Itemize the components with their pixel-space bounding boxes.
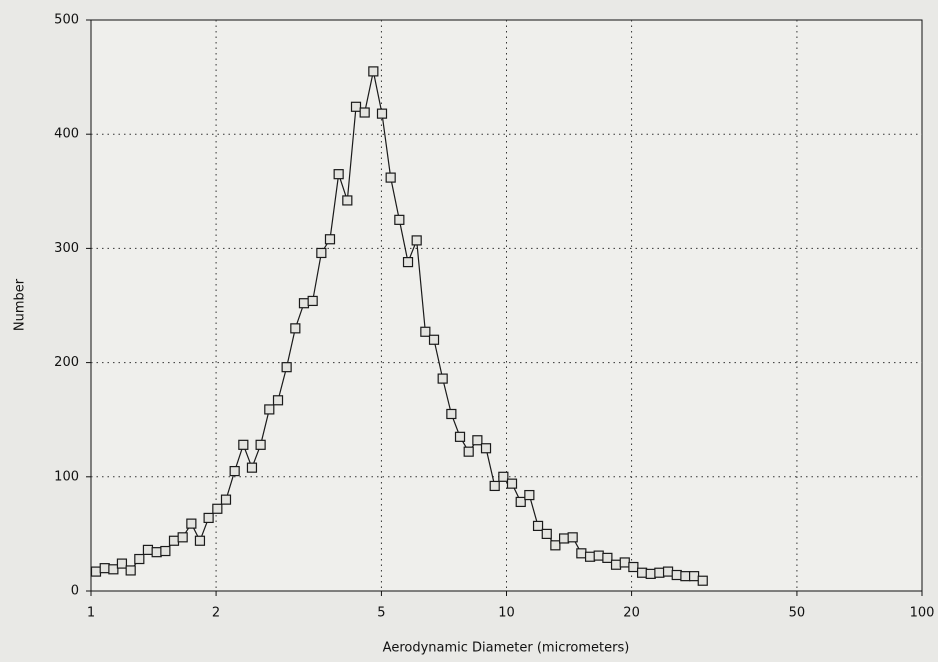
- y-tick-label: 400: [54, 127, 79, 142]
- marker: [584, 551, 596, 562]
- marker: [402, 257, 414, 268]
- x-tick-label: 50: [789, 606, 806, 621]
- marker: [636, 567, 648, 578]
- marker: [168, 535, 180, 546]
- marker: [134, 553, 145, 565]
- marker: [558, 533, 570, 544]
- x-tick-label: 1: [87, 606, 95, 621]
- marker: [385, 172, 396, 183]
- y-tick-label: 300: [54, 241, 79, 256]
- x-tick-label: 5: [377, 606, 385, 621]
- marker: [116, 558, 128, 569]
- marker: [593, 550, 604, 561]
- marker: [376, 108, 388, 119]
- marker: [298, 298, 310, 309]
- marker: [697, 575, 708, 586]
- marker: [90, 566, 102, 577]
- marker: [498, 471, 509, 482]
- marker: [255, 439, 266, 450]
- x-tick-label: 10: [498, 606, 515, 621]
- marker: [680, 571, 691, 582]
- marker: [550, 540, 561, 551]
- x-tick-label: 20: [623, 606, 640, 621]
- marker: [238, 439, 249, 450]
- marker: [654, 567, 665, 578]
- marker: [489, 480, 500, 492]
- marker: [446, 408, 457, 420]
- marker: [108, 564, 119, 575]
- marker: [541, 528, 552, 540]
- y-tick-label: 200: [54, 355, 79, 370]
- marker: [472, 435, 483, 446]
- marker: [307, 295, 318, 307]
- marker: [272, 395, 284, 406]
- marker: [160, 545, 171, 557]
- marker: [246, 462, 258, 473]
- marker: [281, 362, 292, 373]
- marker: [688, 571, 700, 582]
- marker: [264, 404, 275, 415]
- marker: [576, 548, 587, 559]
- marker: [359, 107, 370, 118]
- marker: [602, 552, 613, 563]
- x-axis-label: Aerodynamic Diameter (micrometers): [383, 641, 630, 656]
- marker: [671, 569, 682, 581]
- marker: [333, 169, 344, 180]
- marker: [290, 323, 301, 334]
- marker: [324, 234, 336, 245]
- marker: [125, 565, 136, 576]
- marker: [203, 512, 214, 524]
- marker: [350, 101, 362, 112]
- marker: [628, 561, 639, 573]
- y-tick-label: 100: [54, 469, 79, 484]
- marker: [99, 563, 110, 574]
- x-tick-label: 100: [910, 606, 935, 621]
- marker: [220, 494, 232, 505]
- y-tick-label: 500: [54, 13, 79, 28]
- x-tick-label: 2: [212, 606, 220, 621]
- marker: [428, 334, 440, 345]
- marker: [342, 195, 353, 206]
- marker: [142, 544, 154, 555]
- marker: [506, 478, 518, 489]
- marker: [420, 326, 431, 337]
- marker: [515, 496, 526, 508]
- marker: [619, 557, 630, 568]
- marker: [194, 535, 206, 546]
- marker: [316, 247, 327, 259]
- marker: [524, 489, 535, 501]
- marker: [368, 66, 379, 77]
- y-tick-label: 0: [71, 584, 79, 599]
- marker: [212, 503, 223, 514]
- marker: [411, 235, 422, 246]
- marker: [567, 532, 578, 543]
- y-axis-label: Number: [13, 278, 28, 331]
- marker: [532, 520, 544, 532]
- marker: [662, 566, 674, 577]
- marker: [454, 431, 466, 442]
- marker: [610, 559, 622, 570]
- marker: [151, 547, 162, 558]
- marker: [645, 568, 656, 579]
- marker: [437, 373, 448, 384]
- marker: [177, 532, 188, 543]
- marker: [463, 446, 474, 457]
- marker: [394, 214, 405, 225]
- marker: [480, 443, 492, 454]
- marker: [229, 465, 240, 477]
- marker: [186, 518, 197, 529]
